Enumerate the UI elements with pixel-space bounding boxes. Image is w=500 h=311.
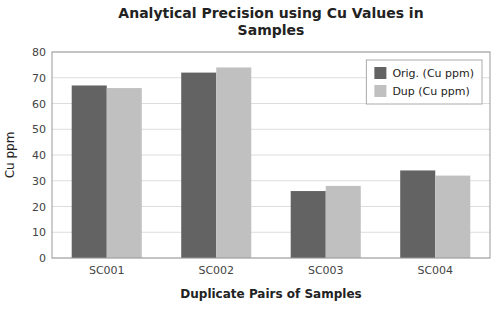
y-tick-label: 20 (32, 201, 46, 214)
y-tick-label: 10 (32, 226, 46, 239)
y-tick-label: 60 (32, 98, 46, 111)
legend: Orig. (Cu ppm) Dup (Cu ppm) (366, 60, 482, 104)
bar (326, 186, 361, 258)
y-tick-label: 80 (32, 46, 46, 59)
title-line: Samples (238, 22, 305, 38)
bar (291, 191, 326, 258)
legend-label: Orig. (Cu ppm) (392, 67, 474, 80)
y-axis-label: Cu ppm (3, 132, 17, 179)
bar (107, 88, 142, 258)
bar (216, 67, 251, 258)
y-tick-label: 70 (32, 72, 46, 85)
legend-box (366, 60, 482, 104)
y-tick-label: 0 (39, 252, 46, 265)
title: Analytical Precision using Cu Values inS… (118, 5, 423, 38)
bar (72, 85, 107, 258)
bar (181, 73, 216, 258)
title-line: Analytical Precision using Cu Values in (118, 5, 423, 21)
legend-swatch (374, 85, 386, 97)
x-tick-label: SC003 (308, 264, 344, 277)
plot-frame (52, 52, 490, 258)
chart: Analytical Precision using Cu Values inS… (0, 0, 500, 311)
bars (72, 67, 471, 258)
x-tick-label: SC001 (89, 264, 125, 277)
bar (400, 170, 435, 258)
legend-label: Dup (Cu ppm) (392, 85, 469, 98)
grid (52, 52, 490, 258)
y-tick-label: 50 (32, 123, 46, 136)
x-axis-label: Duplicate Pairs of Samples (180, 287, 361, 301)
x-tick-label: SC002 (198, 264, 234, 277)
y-tick-label: 30 (32, 175, 46, 188)
bar (435, 176, 470, 258)
y-tick-label: 40 (32, 149, 46, 162)
legend-swatch (374, 67, 386, 79)
x-tick-label: SC004 (417, 264, 453, 277)
